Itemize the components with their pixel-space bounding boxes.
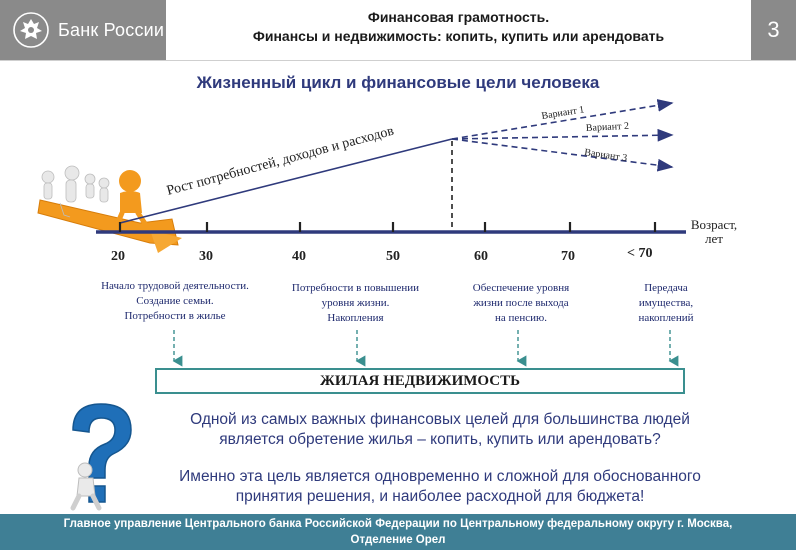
age-label-20: 20 (111, 249, 125, 264)
axis-title-line-1: Возраст, (690, 217, 738, 232)
goal-inheritance: Передача имущества, накоплений (616, 281, 716, 326)
age-label-30: 30 (199, 249, 213, 264)
section-title: Жизненный цикл и финансовые цели человек… (196, 73, 600, 92)
goal-inheritance-line-2: имущества, (638, 297, 694, 309)
footer-line-1: Главное управление Центрального банка Ро… (63, 518, 733, 530)
paragraph-complex-decision: Именно эта цель является одновременно и … (150, 467, 730, 507)
question-mark-person-illustration (70, 403, 132, 511)
age-label-50: 50 (386, 249, 400, 264)
life-cycle-timeline: Вариант 1 Вариант 2 Вариант 3 Рост потре… (37, 99, 686, 253)
goal-youth-line-1: Начало трудовой деятельности. (101, 280, 249, 292)
paragraph-2-line-2: принятия решения, и наиболее расходной д… (235, 488, 645, 505)
housing-box: ЖИЛАЯ НЕДВИЖИМОСТЬ (155, 368, 685, 394)
paragraph-1-line-1: Одной из самых важных финансовых целей д… (190, 411, 690, 428)
goal-retirement-line-1: Обеспечение уровня (472, 282, 570, 294)
goal-connectors (172, 330, 679, 367)
bank-name: Банк России (58, 19, 165, 40)
variant-2-line (451, 128, 674, 142)
footer: Главное управление Центрального банка Ро… (0, 514, 796, 550)
paragraph-2-line-1: Именно эта цель является одновременно и … (179, 468, 701, 485)
slide-number: 3 (751, 0, 796, 60)
goal-retirement: Обеспечение уровня жизни после выхода на… (446, 281, 596, 326)
age-label-70: 70 (561, 249, 575, 264)
goal-inheritance-line-1: Передача (644, 282, 688, 294)
bank-logo: Банк России (0, 0, 166, 60)
goal-youth: Начало трудовой деятельности. Создание с… (80, 279, 270, 324)
goal-youth-line-3: Потребности в жилье (124, 310, 226, 322)
goal-retirement-line-3: на пенсию. (495, 312, 547, 324)
variant-3-label: Вариант 3 (584, 147, 628, 164)
goal-retirement-line-2: жизни после выхода (473, 297, 569, 309)
variant-2-label: Вариант 2 (586, 121, 630, 134)
axis-title: Возраст, лет (684, 218, 744, 246)
age-label-over-70: < 70 (627, 246, 653, 261)
footer-line-2: Отделение Орел (350, 534, 446, 546)
variant-1-line (451, 99, 674, 140)
goal-middle-line-3: Накопления (327, 312, 384, 324)
paragraph-1-line-2: является обретение жилья – копить, купит… (219, 431, 661, 448)
axis-ticks (118, 222, 657, 232)
header-divider (0, 60, 796, 61)
age-label-60: 60 (474, 249, 488, 264)
goal-middle-line-2: уровня жизни. (321, 297, 390, 309)
age-label-40: 40 (292, 249, 306, 264)
goal-middle-age: Потребности в повышении уровня жизни. На… (268, 281, 443, 326)
title-line-2: Финансы и недвижимость: копить, купить и… (252, 28, 665, 44)
title-line-1: Финансовая грамотность. (367, 9, 550, 25)
variant-1-label: Вариант 1 (541, 104, 585, 122)
presentation-title: Финансовая грамотность. Финансы и недвиж… (166, 8, 751, 46)
bank-emblem-icon (13, 12, 49, 48)
goal-middle-line-1: Потребности в повышении (291, 282, 420, 294)
goal-inheritance-line-3: накоплений (638, 312, 694, 324)
goal-youth-line-2: Создание семьи. (136, 295, 214, 307)
paragraph-housing-goal: Одной из самых важных финансовых целей д… (150, 410, 730, 450)
axis-title-line-2: лет (705, 231, 723, 246)
variant-3-line (451, 138, 674, 172)
people-climbing-arrow-illustration (37, 165, 182, 253)
